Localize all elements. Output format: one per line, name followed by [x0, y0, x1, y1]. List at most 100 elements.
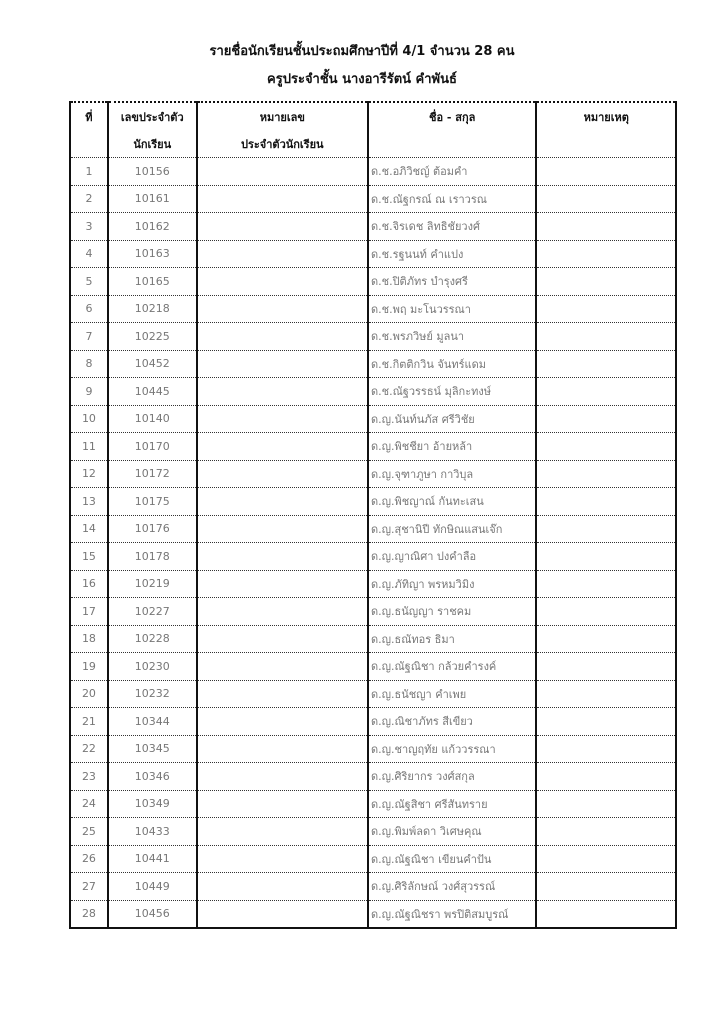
student-id: 10228 [106, 624, 198, 653]
student-name: ด.ญ.ณิชาภัทร สีเขียว [366, 707, 538, 735]
document-title: รายชื่อนักเรียนชั้นประถมศึกษาปีที่ 4/1 จ… [209, 44, 515, 59]
note-cell [535, 652, 677, 680]
table-row: 10 10140 ด.ญ.นันท์นภัส ศรีวิชัย [69, 404, 677, 433]
row-number: 6 [69, 294, 109, 323]
note-cell [535, 432, 677, 460]
student-id: 10346 [106, 762, 198, 790]
table-row: 23 10346 ด.ญ.ศิริยากร วงศ์สกุล [69, 762, 677, 790]
student-id: 10176 [106, 514, 198, 543]
table-row: 13 10175 ด.ญ.พิชญาณ์ กันทะเสน [69, 487, 677, 515]
student-code [195, 459, 369, 488]
student-code [195, 624, 369, 653]
student-code [195, 817, 369, 845]
table-row: 11 10170 ด.ญ.พิชชียา อ้ายหล้า [69, 432, 677, 460]
student-id: 10452 [106, 349, 198, 378]
table-row: 4 10163 ด.ช.รฐนนท์ คำแปง [69, 239, 677, 268]
note-cell [535, 294, 677, 323]
note-cell [535, 239, 677, 268]
student-name: ด.ญ.ธนัชญา คำเพย [366, 679, 538, 708]
table-row: 9 10445 ด.ช.ณัฐวรรธน์ มุลิกะทงษ์ [69, 377, 677, 405]
table-row: 24 10349 ด.ญ.ณัฐสิชา ศรีสันทราย [69, 789, 677, 818]
header-name: ชื่อ - สกุล [366, 101, 538, 130]
row-number: 15 [69, 542, 109, 570]
table-row: 2 10161 ด.ช.ณัฐกรณ์ ณ เราวรณ [69, 184, 677, 213]
student-id: 10449 [106, 872, 198, 900]
header-note-2 [535, 130, 677, 158]
student-id: 10170 [106, 432, 198, 460]
row-number: 28 [69, 899, 109, 929]
table-row: 18 10228 ด.ญ.ธณัทอร ธิมา [69, 624, 677, 653]
student-id: 10456 [106, 899, 198, 929]
student-name: ด.ช.พฤ มะโนวรรณา [366, 294, 538, 323]
row-number: 1 [69, 157, 109, 185]
row-number: 9 [69, 377, 109, 405]
student-id: 10232 [106, 679, 198, 708]
student-name: ด.ช.ณัฐวรรธน์ มุลิกะทงษ์ [366, 377, 538, 405]
student-id: 10433 [106, 817, 198, 845]
row-number: 12 [69, 459, 109, 488]
student-id: 10225 [106, 322, 198, 350]
student-code [195, 184, 369, 213]
note-cell [535, 157, 677, 185]
student-code [195, 432, 369, 460]
table-row: 8 10452 ด.ช.กิตติกวิน จันทร์แดม [69, 349, 677, 378]
note-cell [535, 844, 677, 873]
table-row: 7 10225 ด.ช.พรภวิษย์ มูลนา [69, 322, 677, 350]
student-code [195, 377, 369, 405]
table-row: 20 10232 ด.ญ.ธนัชญา คำเพย [69, 679, 677, 708]
student-code [195, 349, 369, 378]
student-name: ด.ญ.พิชญาณ์ กันทะเสน [366, 487, 538, 515]
note-cell [535, 872, 677, 900]
student-code [195, 844, 369, 873]
note-cell [535, 404, 677, 433]
note-cell [535, 734, 677, 763]
student-name: ด.ช.จิรเดช ลิทธิชัยวงศ์ [366, 212, 538, 240]
student-id: 10445 [106, 377, 198, 405]
note-cell [535, 624, 677, 653]
student-id: 10172 [106, 459, 198, 488]
note-cell [535, 789, 677, 818]
student-id: 10178 [106, 542, 198, 570]
table-row: 12 10172 ด.ญ.จุฑาภูษา กาวิบุล [69, 459, 677, 488]
student-id: 10219 [106, 569, 198, 598]
row-number: 13 [69, 487, 109, 515]
student-name: ด.ญ.ณัฐณิชา กล้วยคำรงค์ [366, 652, 538, 680]
table-row: 26 10441 ด.ญ.ณัฐณิชา เขียนคำปัน [69, 844, 677, 873]
student-code [195, 872, 369, 900]
student-name: ด.ญ.ชาญฤทัย แก้ววรรณา [366, 734, 538, 763]
student-code [195, 734, 369, 763]
note-cell [535, 817, 677, 845]
row-number: 21 [69, 707, 109, 735]
student-id: 10163 [106, 239, 198, 268]
student-code [195, 267, 369, 295]
student-name: ด.ช.พรภวิษย์ มูลนา [366, 322, 538, 350]
header-no: ที่ [69, 101, 109, 130]
row-number: 8 [69, 349, 109, 378]
student-code [195, 652, 369, 680]
student-name: ด.ญ.ภัทิญา พรหมวิมิง [366, 569, 538, 598]
student-name: ด.ช.กิตติกวิน จันทร์แดม [366, 349, 538, 378]
header-code-2: ประจำตัวนักเรียน [195, 130, 369, 158]
note-cell [535, 707, 677, 735]
row-number: 5 [69, 267, 109, 295]
row-number: 7 [69, 322, 109, 350]
table-row: 6 10218 ด.ช.พฤ มะโนวรรณา [69, 294, 677, 323]
student-code [195, 514, 369, 543]
student-code [195, 487, 369, 515]
row-number: 4 [69, 239, 109, 268]
student-name: ด.ญ.ศิริยากร วงศ์สกุล [366, 762, 538, 790]
note-cell [535, 459, 677, 488]
student-code [195, 899, 369, 929]
student-code [195, 707, 369, 735]
row-number: 22 [69, 734, 109, 763]
note-cell [535, 267, 677, 295]
header-name-2 [366, 130, 538, 158]
student-id: 10140 [106, 404, 198, 433]
student-code [195, 569, 369, 598]
table-row: 28 10456 ด.ญ.ณัฐณิชรา พรปิติสมบูรณ์ [69, 899, 677, 929]
note-cell [535, 349, 677, 378]
header-id: เลขประจำตัว [106, 101, 198, 130]
row-number: 2 [69, 184, 109, 213]
row-number: 26 [69, 844, 109, 873]
